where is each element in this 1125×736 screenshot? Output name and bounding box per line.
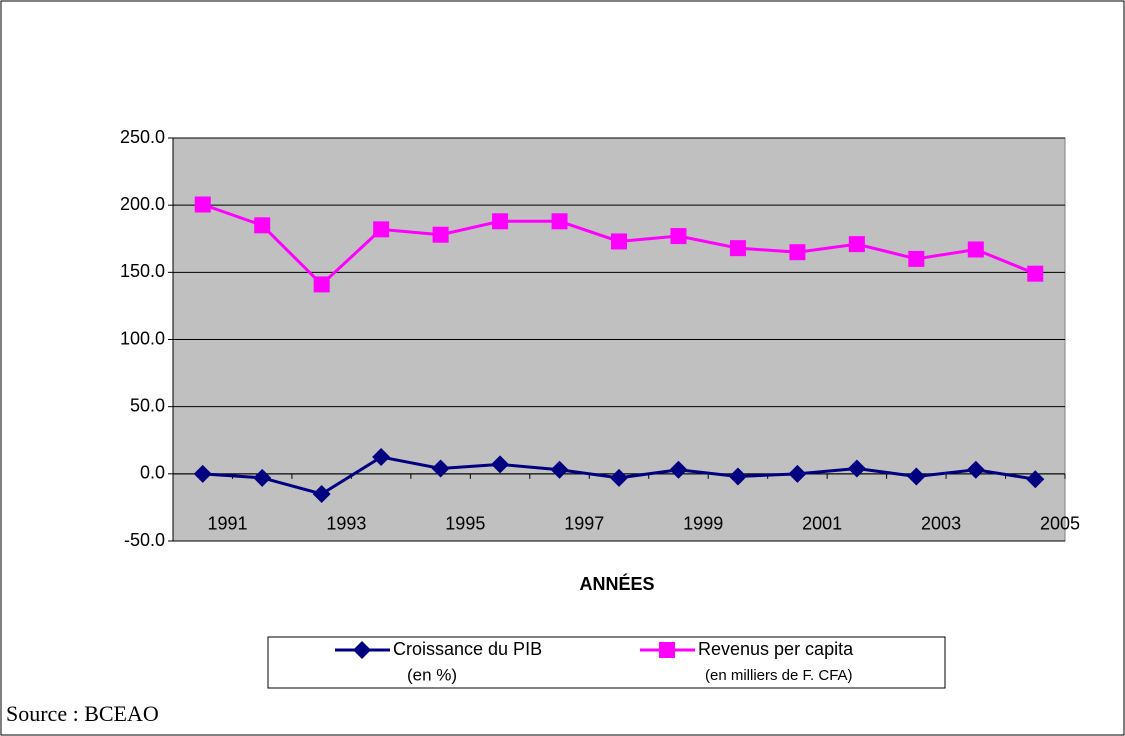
point <box>907 467 926 486</box>
x-tick-label: 1991 <box>207 514 247 534</box>
y-tick-label: 100.0 <box>120 328 165 348</box>
y-tick-label: 150.0 <box>120 261 165 281</box>
point <box>550 460 569 479</box>
point <box>848 236 865 253</box>
point <box>966 460 985 479</box>
x-tick-label: 1993 <box>326 514 366 534</box>
x-axis-title: ANNÉES <box>579 573 654 594</box>
legend-note: (en %) <box>407 665 457 684</box>
point <box>789 244 806 261</box>
x-tick-label: 2005 <box>1040 514 1080 534</box>
point <box>254 217 271 234</box>
point <box>611 233 627 250</box>
point <box>967 241 984 258</box>
y-tick-label: 50.0 <box>130 395 165 415</box>
point <box>1027 265 1044 282</box>
point <box>788 464 807 483</box>
legend-label: Croissance du PIB <box>393 639 542 659</box>
y-tick-label: 250.0 <box>120 127 165 147</box>
point <box>659 642 675 658</box>
x-tick-label: 2001 <box>802 514 842 534</box>
point <box>908 250 925 267</box>
point <box>432 226 449 243</box>
point <box>372 448 391 467</box>
point <box>373 221 390 238</box>
point <box>313 276 330 293</box>
point <box>610 468 628 487</box>
point <box>353 641 371 659</box>
x-tick-label: 1999 <box>683 514 723 534</box>
x-tick-label: 1995 <box>445 514 485 534</box>
point <box>194 196 211 213</box>
legend-label: Revenus per capita <box>698 639 854 659</box>
point <box>551 213 568 230</box>
point <box>669 460 688 479</box>
point <box>847 459 866 478</box>
point <box>193 464 212 483</box>
x-tick-label: 2003 <box>921 514 961 534</box>
point <box>1026 470 1045 489</box>
point <box>312 484 331 503</box>
source-note: Source : BCEAO <box>6 701 159 726</box>
y-tick-label: 0.0 <box>140 463 165 483</box>
point <box>492 213 509 230</box>
point <box>431 459 450 478</box>
point <box>728 467 747 486</box>
legend-note: (en milliers de F. CFA) <box>705 667 853 684</box>
point <box>670 228 687 245</box>
point <box>491 455 510 474</box>
y-tick-label: -50.0 <box>124 530 165 550</box>
x-tick-label: 1997 <box>564 514 604 534</box>
point <box>729 240 746 257</box>
legend-box <box>267 636 946 689</box>
point <box>253 468 272 487</box>
y-tick-label: 200.0 <box>120 194 165 214</box>
